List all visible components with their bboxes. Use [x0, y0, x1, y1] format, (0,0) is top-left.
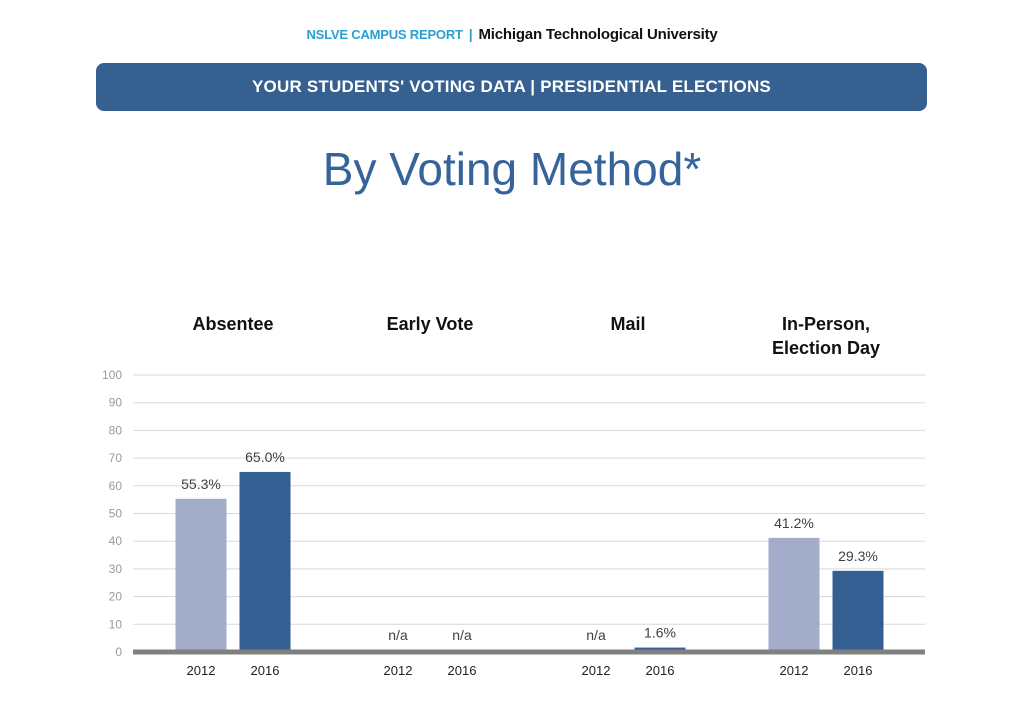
- y-tick-label: 30: [109, 562, 123, 576]
- data-label: 41.2%: [774, 515, 814, 531]
- data-label: 65.0%: [245, 449, 285, 465]
- data-label: 1.6%: [644, 625, 676, 641]
- university-name: Michigan Technological University: [478, 26, 718, 43]
- group-title: Early Vote: [387, 314, 474, 334]
- y-tick-label: 40: [109, 534, 123, 548]
- report-label: NSLVE CAMPUS REPORT: [306, 27, 463, 42]
- header-separator: |: [468, 26, 473, 42]
- x-tick-label: 2016: [251, 663, 280, 678]
- y-tick-label: 0: [115, 645, 122, 659]
- report-header: NSLVE CAMPUS REPORT | Michigan Technologic…: [0, 26, 1024, 43]
- group-title: Absentee: [192, 314, 273, 334]
- y-tick-label: 50: [109, 507, 123, 521]
- section-banner: YOUR STUDENTS' VOTING DATA | PRESIDENTIA…: [96, 63, 927, 111]
- x-tick-label: 2012: [780, 663, 809, 678]
- data-label: n/a: [388, 627, 408, 643]
- y-tick-label: 10: [109, 617, 123, 631]
- x-tick-label: 2016: [448, 663, 477, 678]
- x-tick-label: 2016: [646, 663, 675, 678]
- x-tick-label: 2016: [844, 663, 873, 678]
- page-title: By Voting Method*: [322, 143, 702, 195]
- x-tick-label: 2012: [187, 663, 216, 678]
- group-title: Mail: [610, 314, 645, 334]
- y-tick-label: 90: [109, 396, 123, 410]
- y-tick-label: 100: [102, 368, 122, 382]
- group-title: Election Day: [772, 338, 880, 358]
- x-tick-label: 2012: [582, 663, 611, 678]
- data-label: 55.3%: [181, 476, 221, 492]
- bar: [239, 471, 291, 652]
- group-title: In-Person,: [782, 314, 870, 334]
- bar: [832, 570, 884, 652]
- bar: [175, 498, 227, 652]
- data-label: n/a: [452, 627, 472, 643]
- data-label: 29.3%: [838, 548, 878, 564]
- y-tick-label: 70: [109, 451, 123, 465]
- y-tick-label: 60: [109, 479, 123, 493]
- y-tick-label: 80: [109, 423, 123, 437]
- bar: [768, 537, 820, 652]
- y-tick-label: 20: [109, 590, 123, 604]
- voting-method-chart: 0 10 20 30 40 50 60 70 80 90 100 Absentee 55.3% 2012 6…: [102, 314, 925, 678]
- data-label: n/a: [586, 627, 606, 643]
- x-tick-label: 2012: [384, 663, 413, 678]
